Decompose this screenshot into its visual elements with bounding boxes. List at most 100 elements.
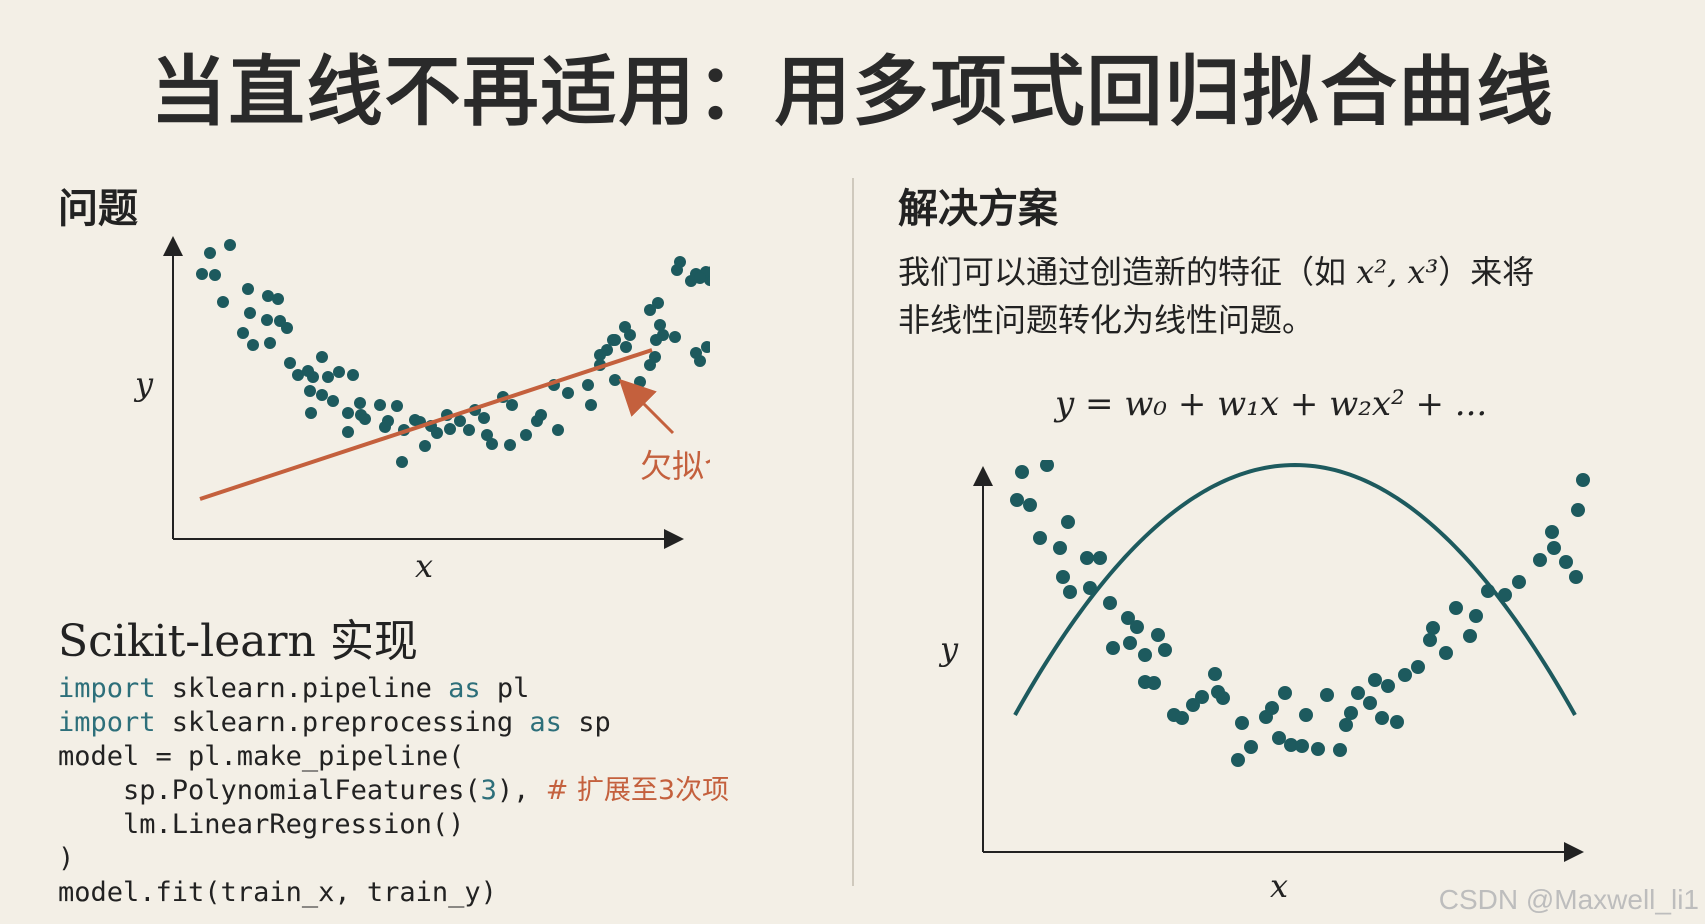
data-point [1175,711,1189,725]
data-point [196,268,208,280]
data-point [1571,503,1585,517]
data-point [1272,731,1286,745]
code-block: import sklearn.pipeline as pl import skl… [58,672,729,910]
data-point [1106,641,1120,655]
data-point [1398,668,1412,682]
code-text: model.fit(train_x, train_y) [58,877,497,908]
data-point [247,339,259,351]
data-point [1426,621,1440,635]
y-axis-label: y [938,630,959,668]
code-number: 3 [480,775,497,806]
data-point [1010,493,1024,507]
data-point [342,407,354,419]
data-point [1158,643,1172,657]
code-text: ) [58,843,75,874]
code-keyword: as [448,673,481,704]
data-point [1390,715,1404,729]
data-point [1299,708,1313,722]
poly-fit-plot: y x [938,460,1590,905]
y-axis-label: y [133,365,154,403]
data-point [609,334,621,346]
data-point [347,369,359,381]
solution-description: 我们可以通过创造新的特征（如 x², x³）来将 非线性问题转化为线性问题。 [898,248,1678,344]
data-point [1015,465,1029,479]
data-point [1463,629,1477,643]
code-keyword: import [58,707,156,738]
x-axis-label: x [1270,867,1288,905]
desc-text: 我们可以通过创造新的特征（如 [898,253,1357,291]
data-point [1265,701,1279,715]
data-point [264,337,276,349]
data-point [478,412,490,424]
data-points [1010,460,1590,767]
data-point [284,357,296,369]
code-text: sklearn.preprocessing [155,707,530,738]
data-point [1559,555,1573,569]
data-point [669,331,681,343]
poly-curve [1013,462,1577,716]
data-point [1130,620,1144,634]
data-point [1235,716,1249,730]
data-point [562,387,574,399]
data-point [1231,753,1245,767]
data-point [594,349,606,361]
data-point [1512,575,1526,589]
data-point [707,275,710,287]
desc-math: x², x³ [1356,253,1439,291]
data-point [281,322,293,334]
data-point [292,369,304,381]
underfit-label: 欠拟合 [640,447,710,485]
data-point [1368,673,1382,687]
data-point [1083,581,1097,595]
data-point [624,329,636,341]
data-point [1449,601,1463,615]
data-point [1208,667,1222,681]
data-point [701,341,710,353]
data-point [1295,739,1309,753]
data-point [316,351,328,363]
data-point [1533,553,1547,567]
desc-text: ）来将 [1438,253,1535,291]
data-point [634,376,646,388]
data-point [654,319,666,331]
data-point [609,374,621,386]
data-point [1569,570,1583,584]
page-title: 当直线不再适用：用多项式回归拟合曲线 [150,47,1555,136]
data-point [1481,584,1495,598]
data-point [620,341,632,353]
data-point [244,307,256,319]
x-axis-label: x [415,547,433,585]
annotation-arrow [618,378,675,435]
data-point [237,327,249,339]
data-point [1186,698,1200,712]
data-point [1244,740,1258,754]
data-point [694,272,706,284]
code-text: sp.PolynomialFeatures( [58,775,481,806]
data-point [1056,570,1070,584]
data-point [650,334,662,346]
data-point [391,400,403,412]
data-point [1547,541,1561,555]
data-point [1351,686,1365,700]
data-point [262,290,274,302]
data-point [1381,679,1395,693]
data-point [382,415,394,427]
underfit-plot: 欠拟合 y x [133,236,710,585]
data-point [1080,551,1094,565]
data-point [649,351,661,363]
data-point [209,269,221,281]
data-point [674,256,686,268]
data-point [535,409,547,421]
data-point [1439,646,1453,660]
data-point [652,297,664,309]
data-point [302,365,314,377]
code-text: model = pl.make_pipeline( [58,741,465,772]
data-points [196,239,710,468]
data-point [1469,609,1483,623]
code-text: sp [561,707,611,738]
code-keyword: import [58,673,156,704]
data-point [1123,636,1137,650]
data-point [354,397,366,409]
data-point [504,439,516,451]
data-point [224,239,236,251]
